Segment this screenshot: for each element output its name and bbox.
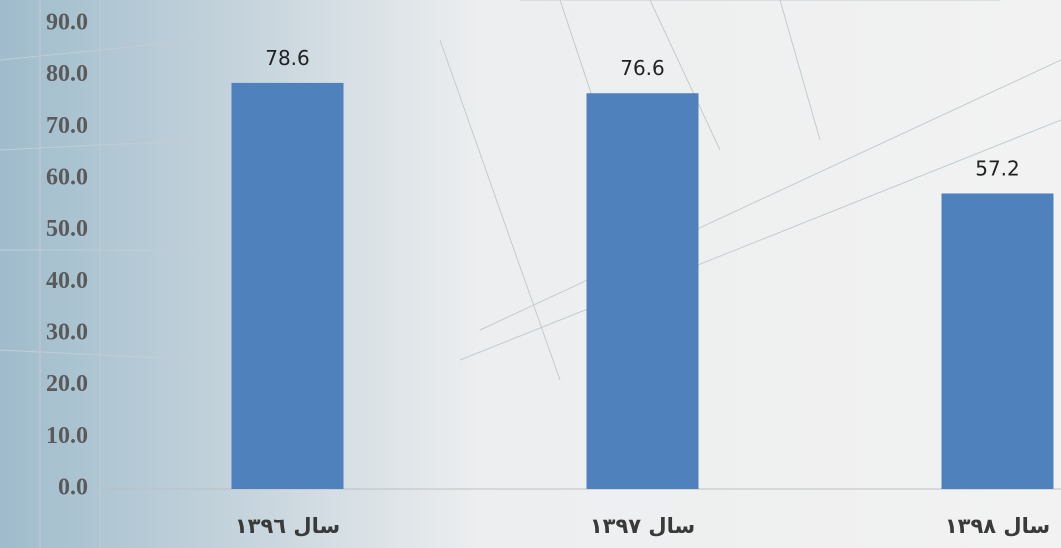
x-tick-label: سال ١٣٩٨ xyxy=(945,514,1050,538)
bar xyxy=(586,93,699,489)
value-label: 78.6 xyxy=(265,46,310,70)
y-tick-label: 80.0 xyxy=(46,61,88,87)
x-tick-label: سال ١٣٩٧ xyxy=(590,514,695,538)
y-tick-label: 90.0 xyxy=(46,10,88,36)
y-tick-label: 50.0 xyxy=(46,216,88,242)
x-tick-label: سال ١٣٩٦ xyxy=(235,514,340,538)
y-tick-label: 30.0 xyxy=(46,320,88,346)
value-label: 76.6 xyxy=(620,56,665,80)
y-tick-label: 20.0 xyxy=(46,371,88,397)
y-tick-label: 70.0 xyxy=(46,113,88,139)
y-tick-label: 40.0 xyxy=(46,268,88,294)
value-label: 57.2 xyxy=(975,156,1020,180)
bar xyxy=(231,82,344,490)
y-tick-label: 10.0 xyxy=(46,423,88,449)
y-tick-label: 0.0 xyxy=(58,475,88,501)
y-tick-label: 60.0 xyxy=(46,165,88,191)
bar xyxy=(941,193,1054,489)
